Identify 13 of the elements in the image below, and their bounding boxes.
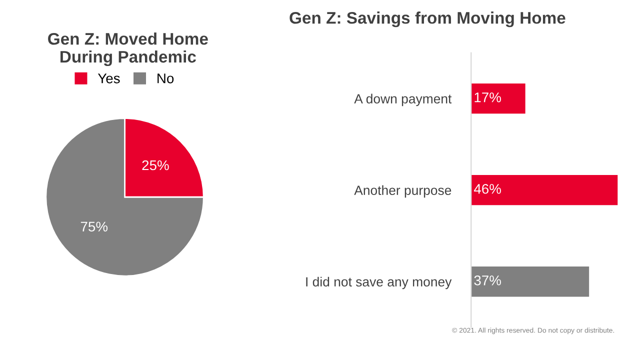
data-label: 37% [474, 275, 501, 286]
y-tick-label: Another purpose [354, 185, 452, 198]
data-label: 25% [142, 160, 169, 170]
chart-title: Gen Z: Moved Home During Pandemic [48, 32, 208, 66]
data-label: 17% [474, 92, 501, 102]
chart-title: Gen Z: Savings from Moving Home [290, 12, 566, 28]
legend-label: No [158, 74, 174, 84]
pie-slice [45, 118, 204, 277]
legend-label: Yes [98, 74, 120, 84]
y-tick-label: A down payment [354, 94, 452, 106]
data-label: 46% [474, 184, 501, 194]
y-tick-label: I did not save any money [306, 276, 452, 290]
data-label: 75% [80, 222, 108, 232]
